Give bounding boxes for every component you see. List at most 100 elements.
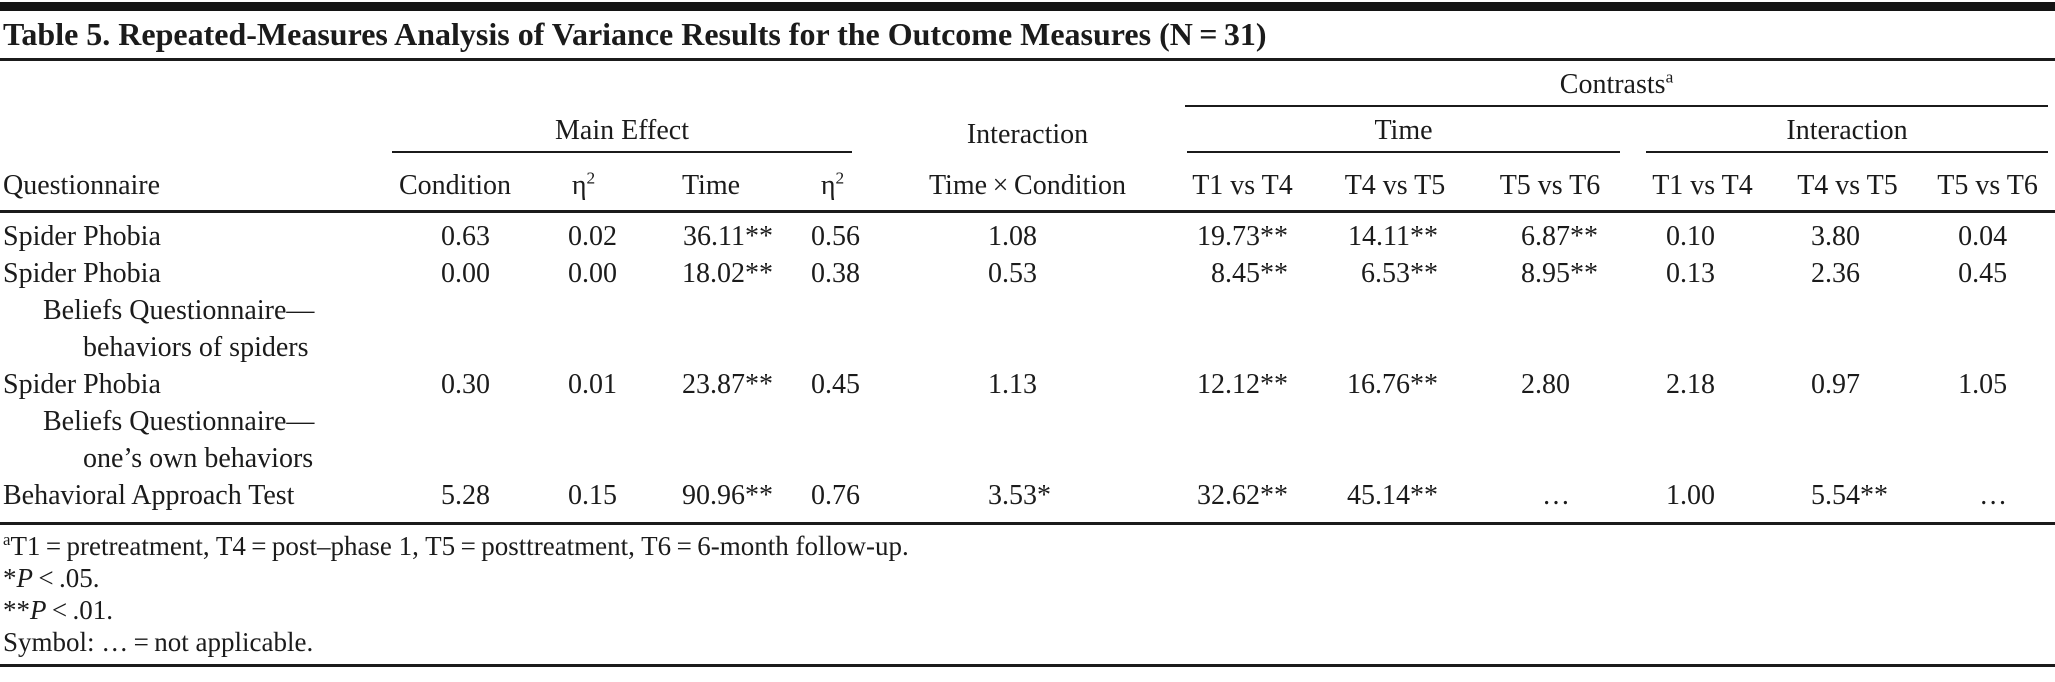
value: 1.13 — [988, 368, 1037, 400]
value: 5.54 — [1811, 479, 1860, 511]
value: … — [1979, 479, 2008, 511]
questionnaire-name-line: one’s own behaviors — [83, 442, 314, 474]
value: 1.05 — [1958, 368, 2008, 400]
value: 3.53 — [988, 479, 1037, 511]
value: 2.36 — [1811, 257, 1860, 289]
value: 0.53 — [988, 257, 1037, 289]
value-cell: 45.14** — [1320, 476, 1470, 525]
value-cell: 8.95** — [1521, 257, 1598, 289]
header-contrast-interaction-group: Interaction — [1630, 107, 2055, 153]
col-header-time: Time — [647, 153, 775, 213]
value-cell: 1.13 — [890, 366, 1165, 477]
questionnaire-name-line: Beliefs Questionnaire— — [43, 294, 315, 326]
value: 2.18 — [1666, 368, 1715, 400]
value-cell: 0.45 — [775, 366, 890, 477]
value: 1.00 — [1666, 479, 1715, 511]
value-cell: 14.11** — [1348, 220, 1438, 252]
p-symbol: P — [16, 562, 34, 593]
value-cell: 0.30 — [390, 366, 520, 477]
value-cell: 1.00 — [1630, 476, 1775, 525]
footnote-p01-text: < .01. — [46, 594, 114, 625]
footnote-marker-a: a — [3, 529, 11, 549]
value-cell: 0.53 — [890, 255, 1165, 366]
value: 0.13 — [1666, 257, 1715, 289]
value: 1.08 — [988, 220, 1037, 252]
footnote-definitions-text: T1 = pretreatment, T4 = post–phase 1, T5… — [10, 530, 909, 561]
value-cell: 0.15 — [520, 476, 647, 525]
questionnaire-name-line: Beliefs Questionnaire— — [43, 405, 315, 437]
col-header-interaction-t4-vs-t5: T4 vs T5 — [1775, 153, 1920, 213]
value-cell: 0.45 — [1920, 255, 2055, 366]
footnote-symbol: Symbol: … = not applicable. — [3, 626, 314, 657]
value-cell: 2.18 — [1630, 366, 1775, 477]
top-rule-bar — [0, 2, 2055, 11]
col-header-condition: Condition — [390, 153, 520, 213]
column-header-row: Questionnaire Condition η2 Time η2 Time … — [0, 153, 2055, 213]
value: 0.10 — [1666, 220, 1715, 252]
value: 0.04 — [1958, 220, 2008, 252]
table-row-spbq-behaviors-of-spiders: Spider Phobia Beliefs Questionnaire— beh… — [0, 255, 2055, 366]
value-cell: 2.36 — [1775, 255, 1920, 366]
anova-results-table: Contrastsa Main Effect Interaction Time — [0, 61, 2055, 525]
value-cell: 6.53** — [1361, 257, 1438, 289]
value-cell: 0.00 — [390, 255, 520, 366]
spanner-row-contrasts: Contrastsa — [0, 61, 2055, 107]
table-row-behavioral-approach-test: Behavioral Approach Test 5.28 0.15 90.96… — [0, 476, 2055, 525]
value-cell: 18.02** — [682, 257, 773, 289]
value-cell: 0.56 — [775, 211, 890, 255]
value: 0.56 — [811, 220, 860, 252]
value-cell: 0.01 — [520, 366, 647, 477]
value-cell: 3.53* — [890, 476, 1165, 525]
time-group-label: Time — [1374, 115, 1433, 146]
value: 0.45 — [811, 368, 860, 400]
col-header-time-t4-vs-t5: T4 vs T5 — [1320, 153, 1470, 213]
questionnaire-name-line: Spider Phobia — [3, 220, 161, 252]
value-cell: 16.76** — [1347, 368, 1438, 400]
value: 0.97 — [1811, 368, 1860, 400]
eta-exponent: 2 — [835, 168, 845, 188]
value: 23.87 — [682, 368, 745, 400]
value-cell: 5.28 — [390, 476, 520, 525]
interaction-group-label: Interaction — [1786, 115, 1908, 146]
value: 0.00 — [441, 257, 490, 289]
value-cell: 36.11** — [683, 220, 773, 252]
col-header-time-by-condition: Time × Condition — [890, 153, 1165, 213]
interaction-upper-label: Interaction — [966, 119, 1089, 150]
value: 45.14 — [1347, 479, 1410, 511]
value: 36.11 — [683, 220, 745, 252]
value-cell: 23.87** — [682, 368, 773, 400]
value: 2.80 — [1521, 368, 1570, 400]
value-cell: 0.38 — [775, 255, 890, 366]
col-header-eta-condition: η2 — [520, 153, 647, 213]
value: 3.80 — [1811, 220, 1860, 252]
questionnaire-name-line: Behavioral Approach Test — [3, 479, 295, 511]
value-cell: 0.10 — [1630, 211, 1775, 255]
header-main-effect: Main Effect — [390, 107, 890, 153]
value-cell: 1.08 — [890, 211, 1165, 255]
col-header-interaction-t5-vs-t6: T5 vs T6 — [1920, 153, 2055, 213]
value: 0.38 — [811, 257, 860, 289]
footnote-p01: **P < .01. — [3, 594, 2055, 626]
value: 0.02 — [568, 220, 617, 252]
col-header-time-t1-vs-t4: T1 vs T4 — [1165, 153, 1320, 213]
value-cell: … — [1920, 476, 2055, 525]
questionnaire-name-line: Spider Phobia — [3, 368, 161, 400]
table-footnotes: aT1 = pretreatment, T4 = post–phase 1, T… — [0, 525, 2055, 667]
value-cell: 0.00 — [520, 255, 647, 366]
header-interaction-upper: Interaction — [890, 107, 1165, 153]
questionnaire-cell: Spider Phobia Beliefs Questionnaire— beh… — [0, 255, 390, 366]
value: 0.45 — [1958, 257, 2008, 289]
value: … — [1542, 479, 1570, 511]
col-header-eta-time: η2 — [775, 153, 890, 213]
questionnaire-name-line: behaviors of spiders — [83, 331, 309, 363]
questionnaire-cell: Spider Phobia Beliefs Questionnaire— one… — [0, 366, 390, 477]
value: 0.30 — [441, 368, 490, 400]
value-cell: 0.02 — [520, 211, 647, 255]
p-symbol: P — [30, 594, 47, 625]
footnote-p05: *P < .05. — [3, 562, 2055, 594]
value: 0.01 — [568, 368, 617, 400]
interaction-group-spanner: Interaction — [1646, 115, 2049, 153]
header-contrasts: Contrastsa — [1165, 61, 2055, 107]
table-title: Table 5. Repeated-Measures Analysis of V… — [0, 11, 2055, 61]
